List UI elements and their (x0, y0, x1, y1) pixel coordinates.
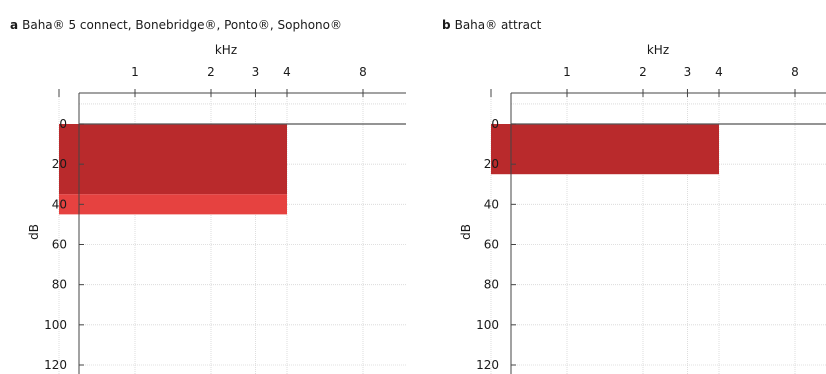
panel-letter: b (442, 18, 451, 32)
y-tick-label: 40 (52, 197, 67, 211)
y-tick-label: 20 (484, 157, 499, 171)
y-tick-label: 100 (476, 318, 499, 332)
chart-title: b Baha® attract (442, 18, 541, 32)
y-axis-title: dB (459, 224, 473, 240)
y-tick-label: 100 (44, 318, 67, 332)
x-tick-label: 2 (207, 65, 215, 79)
chart-plot-a: 0204060801001200,12512348kHzdB (27, 43, 406, 374)
y-axis-title: dB (27, 224, 41, 240)
y-tick-label: 60 (52, 238, 67, 252)
range-bar (59, 194, 287, 215)
chart-title: a Baha® 5 connect, Bonebridge®, Ponto®, S… (10, 18, 342, 32)
chart-title-text: Baha® 5 connect, Bonebridge®, Ponto®, So… (22, 18, 342, 32)
y-tick-label: 80 (52, 278, 67, 292)
y-tick-label: 0 (59, 117, 67, 131)
y-tick-label: 20 (52, 157, 67, 171)
x-axis-title: kHz (215, 43, 237, 57)
x-tick-label: 8 (791, 65, 799, 79)
x-tick-label: 1 (131, 65, 139, 79)
x-tick-label: 3 (252, 65, 260, 79)
chart-panel-a: a Baha® 5 connect, Bonebridge®, Ponto®, S… (10, 18, 406, 374)
y-tick-label: 80 (484, 278, 499, 292)
x-tick-label: 4 (283, 65, 291, 79)
y-tick-label: 40 (484, 197, 499, 211)
x-tick-label: 8 (359, 65, 367, 79)
chart-title-text: Baha® attract (454, 18, 542, 32)
range-bar (491, 124, 719, 175)
y-tick-label: 120 (44, 358, 67, 372)
range-bar (59, 124, 287, 195)
x-tick-label: 3 (684, 65, 692, 79)
x-tick-label: 1 (563, 65, 571, 79)
chart-plot-b: 0204060801001200,12512348kHzdB (459, 43, 826, 374)
panel-letter: a (10, 18, 19, 32)
y-tick-label: 60 (484, 238, 499, 252)
y-tick-label: 0 (491, 117, 499, 131)
y-tick-label: 120 (476, 358, 499, 372)
x-tick-label: 2 (639, 65, 647, 79)
x-axis-title: kHz (647, 43, 669, 57)
x-tick-label: 4 (715, 65, 723, 79)
